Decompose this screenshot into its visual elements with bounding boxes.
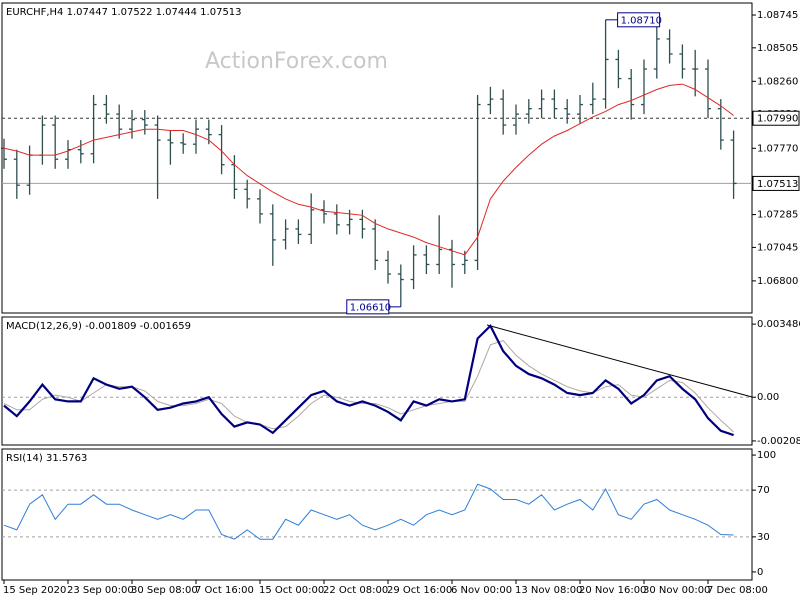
x-tick-label: 6 Nov 00:00 [451,585,512,596]
indicator-line [3,483,734,540]
y-tick-label: 1.07045 [757,242,798,253]
annotation-label: 1.06610 [350,302,391,313]
panel-frame [1,2,753,314]
x-tick-label: 30 Nov 00:00 [643,585,710,596]
macd-line [3,324,734,437]
watermark: ActionForex.com [205,49,388,74]
x-tick-label: 22 Oct 08:00 [323,585,388,596]
y-tick-label: 1.07770 [757,143,798,154]
x-tick-label: 15 Oct 00:00 [259,585,324,596]
y-tick-label: 1.08505 [757,43,798,54]
x-tick-label: 23 Sep 00:00 [67,585,134,596]
moving-average [3,83,734,256]
panel-title: MACD(12,26,9) -0.001809 -0.001659 [6,321,191,332]
y-tick-label: 100 [757,450,776,461]
x-tick-label: 30 Sep 08:00 [131,585,198,596]
panel-frame [1,316,753,446]
trend-line [486,324,753,398]
x-tick-label: 15 Sep 2020 [3,585,66,596]
panel-title: RSI(14) 31.5763 [6,453,87,464]
x-tick-label: 7 Oct 16:00 [195,585,254,596]
y-tick-label: 0.003486 [757,319,800,330]
y-tick-label: 1.08260 [757,76,798,87]
y-tick-label: 30 [757,532,770,543]
panel-frame [1,448,753,581]
y-tick-label: -0.002085 [757,436,800,447]
annotation-box [617,12,661,28]
x-tick-label: 13 Nov 08:00 [515,585,582,596]
y-tick-label: 1.07285 [757,210,798,221]
y-tick-label: 1.06800 [757,276,798,287]
y-tick-label: 1.08745 [757,10,798,21]
y-tick-label: 70 [757,485,770,496]
x-tick-label: 7 Dec 08:00 [707,585,768,596]
annotation-box [346,299,390,315]
price-label: 1.07513 [757,179,798,190]
price-label-box [752,110,800,126]
x-tick-label: 29 Oct 16:00 [387,585,452,596]
annotation-label: 1.08710 [621,15,662,26]
price-label-box [752,175,800,191]
price-label: 1.07990 [757,114,798,125]
panel-title: EURCHF,H4 1.07447 1.07522 1.07444 1.0751… [6,7,242,18]
x-tick-label: 20 Nov 16:00 [579,585,646,596]
y-tick-label: 0.00 [757,392,779,403]
y-tick-label: 0 [757,567,763,578]
